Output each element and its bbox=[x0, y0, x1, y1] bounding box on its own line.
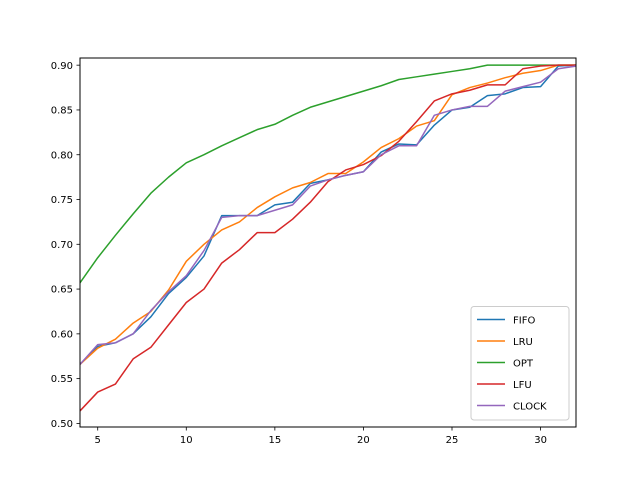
series-lines bbox=[80, 64, 576, 412]
series-line-clock bbox=[80, 65, 576, 366]
y-tick-label: 0.50 bbox=[51, 419, 73, 430]
x-tick-label: 5 bbox=[95, 435, 101, 446]
legend: FIFO LRU OPT LFU CLOCK bbox=[470, 306, 570, 421]
x-tick-label: 25 bbox=[446, 435, 459, 446]
series-line-opt bbox=[80, 64, 576, 284]
y-tick-label: 0.70 bbox=[51, 240, 73, 251]
y-tick-label: 0.65 bbox=[51, 285, 73, 296]
y-axis: 0.50 0.55 0.60 0.65 0.70 0.75 0.80 0.85 0.90 bbox=[51, 61, 80, 430]
y-tick-label: 0.90 bbox=[51, 61, 73, 72]
legend-label-fifo: FIFO bbox=[513, 316, 535, 327]
legend-box bbox=[470, 306, 570, 421]
legend-label-lru: LRU bbox=[513, 337, 533, 348]
legend-label-clock: CLOCK bbox=[513, 402, 547, 413]
x-tick-label: 20 bbox=[357, 435, 370, 446]
x-axis: 5 10 15 20 25 30 bbox=[95, 427, 547, 446]
x-tick-label: 10 bbox=[180, 435, 193, 446]
legend-label-lfu: LFU bbox=[513, 380, 532, 391]
x-tick-label: 30 bbox=[534, 435, 547, 446]
y-tick-label: 0.85 bbox=[51, 106, 73, 117]
y-tick-label: 0.60 bbox=[51, 329, 73, 340]
series-line-lfu bbox=[80, 64, 576, 412]
y-tick-label: 0.55 bbox=[51, 374, 73, 385]
x-tick-label: 15 bbox=[268, 435, 281, 446]
legend-label-opt: OPT bbox=[513, 359, 534, 370]
plot-frame bbox=[79, 57, 577, 428]
y-tick-label: 0.80 bbox=[51, 150, 73, 161]
y-tick-label: 0.75 bbox=[51, 195, 73, 206]
